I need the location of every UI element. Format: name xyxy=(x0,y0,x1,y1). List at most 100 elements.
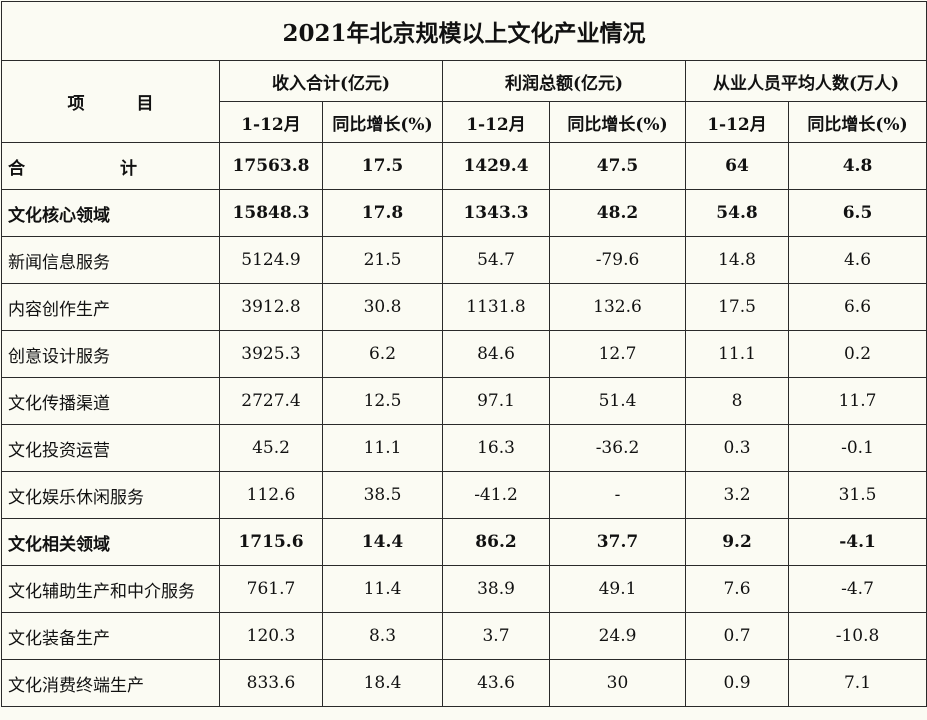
total-revenue: 17563.8 xyxy=(219,142,323,190)
cell-revenue: 112.6 xyxy=(219,471,323,519)
cell-profit: 43.6 xyxy=(442,659,550,707)
cell-revenue-growth: 11.1 xyxy=(322,424,443,472)
cell-revenue: 1715.6 xyxy=(219,518,323,566)
total-employees: 64 xyxy=(685,142,789,190)
item-header-char-1: 项 xyxy=(67,94,85,114)
cell-revenue-growth: 17.8 xyxy=(322,189,443,237)
cell-employees-growth: 6.6 xyxy=(787,283,927,331)
cell-employees-growth: 31.5 xyxy=(787,471,927,519)
row-name: 文化投资运营 xyxy=(1,424,220,472)
row-name: 创意设计服务 xyxy=(1,330,220,378)
cell-revenue-growth: 6.2 xyxy=(322,330,443,378)
cell-employees: 3.2 xyxy=(685,471,789,519)
cell-profit-growth: -36.2 xyxy=(549,424,686,472)
cell-profit-growth: 30 xyxy=(549,659,686,707)
cell-revenue-growth: 11.4 xyxy=(322,565,443,613)
cell-revenue-growth: 38.5 xyxy=(322,471,443,519)
row-name: 文化传播渠道 xyxy=(1,377,220,425)
cell-revenue-growth: 12.5 xyxy=(322,377,443,425)
cell-employees-growth: -4.1 xyxy=(787,518,927,566)
cell-profit-growth: 132.6 xyxy=(549,283,686,331)
employees-group-header: 从业人员平均人数(万人) xyxy=(684,60,927,102)
cell-profit-growth: 48.2 xyxy=(549,189,686,237)
table-title: 2021年北京规模以上文化产业情况 xyxy=(0,1,927,61)
table-row: 文化娱乐休闲服务 112.6 38.5 -41.2-3.2 31.5 xyxy=(1,471,927,519)
cell-revenue: 2727.4 xyxy=(219,377,323,425)
cell-employees-growth: 11.7 xyxy=(787,377,927,425)
cell-revenue: 15848.3 xyxy=(219,189,323,237)
cell-employees-growth: -0.1 xyxy=(787,424,927,472)
table-row: 文化相关领域 1715.6 14.4 86.2 37.7 9.2 -4.1 xyxy=(1,518,927,566)
cell-employees-growth: -4.7 xyxy=(787,565,927,613)
row-name: 文化辅助生产和中介服务 xyxy=(1,565,220,613)
cell-profit-growth: - xyxy=(549,471,686,519)
table-row: 文化传播渠道 2727.4 12.5 97.1 51.4 8 11.7 xyxy=(1,377,927,425)
cell-revenue: 5124.9 xyxy=(219,236,323,284)
row-name: 内容创作生产 xyxy=(1,283,220,331)
cell-employees: 14.8 xyxy=(685,236,789,284)
cell-profit: -41.2 xyxy=(442,471,550,519)
cell-employees: 0.9 xyxy=(685,659,789,707)
table-row: 文化投资运营 45.2 11.1 16.3 -36.2 0.3 -0.1 xyxy=(1,424,927,472)
cell-employees-growth: 7.1 xyxy=(787,659,927,707)
cell-revenue: 3925.3 xyxy=(219,330,323,378)
total-name-char-2: 计 xyxy=(120,158,137,179)
cell-profit: 86.2 xyxy=(442,518,550,566)
cell-employees-growth: -10.8 xyxy=(787,612,927,660)
cell-profit: 1343.3 xyxy=(442,189,550,237)
cell-profit: 1131.8 xyxy=(442,283,550,331)
cell-employees: 0.7 xyxy=(685,612,789,660)
revenue-growth-header: 同比增长(%) xyxy=(322,101,443,143)
total-name-char-1: 合 xyxy=(8,158,25,179)
profit-growth-header: 同比增长(%) xyxy=(549,101,686,143)
cell-employees: 54.8 xyxy=(685,189,789,237)
revenue-group-header: 收入合计(亿元) xyxy=(219,60,443,102)
table-row: 创意设计服务 3925.3 6.2 84.6 12.7 11.1 0.2 xyxy=(1,330,927,378)
cell-profit: 97.1 xyxy=(442,377,550,425)
cell-profit: 3.7 xyxy=(442,612,550,660)
cell-employees-growth: 6.5 xyxy=(787,189,927,237)
cell-employees: 8 xyxy=(685,377,789,425)
row-name: 文化娱乐休闲服务 xyxy=(1,471,220,519)
row-name: 文化消费终端生产 xyxy=(1,659,220,707)
cell-profit: 16.3 xyxy=(442,424,550,472)
cell-profit-growth: -79.6 xyxy=(549,236,686,284)
total-row: 合 计 17563.8 17.5 1429.4 47.5 64 4.8 xyxy=(1,142,927,190)
item-header: 项目 xyxy=(1,60,220,143)
cell-employees: 17.5 xyxy=(685,283,789,331)
table-row: 文化核心领域 15848.3 17.8 1343.3 48.2 54.8 6.5 xyxy=(1,189,927,237)
table-row: 文化辅助生产和中介服务 761.7 11.4 38.9 49.1 7.6 -4.7 xyxy=(1,565,927,613)
cell-profit: 38.9 xyxy=(442,565,550,613)
profit-group-header: 利润总额(亿元) xyxy=(442,60,686,102)
cell-profit-growth: 12.7 xyxy=(549,330,686,378)
cell-revenue-growth: 18.4 xyxy=(322,659,443,707)
revenue-period-header: 1-12月 xyxy=(219,101,323,143)
row-name: 文化核心领域 xyxy=(1,189,220,237)
cell-revenue: 761.7 xyxy=(219,565,323,613)
cell-employees: 11.1 xyxy=(685,330,789,378)
cell-revenue-growth: 8.3 xyxy=(322,612,443,660)
cell-profit-growth: 49.1 xyxy=(549,565,686,613)
cell-employees-growth: 0.2 xyxy=(787,330,927,378)
cell-employees: 9.2 xyxy=(685,518,789,566)
row-name: 新闻信息服务 xyxy=(1,236,220,284)
employees-growth-header: 同比增长(%) xyxy=(787,101,927,143)
cell-revenue: 833.6 xyxy=(219,659,323,707)
cell-profit-growth: 51.4 xyxy=(549,377,686,425)
cell-revenue: 120.3 xyxy=(219,612,323,660)
cell-profit: 54.7 xyxy=(442,236,550,284)
total-employees-growth: 4.8 xyxy=(787,142,927,190)
cell-revenue: 45.2 xyxy=(219,424,323,472)
table-row: 文化装备生产 120.3 8.3 3.7 24.9 0.7 -10.8 xyxy=(1,612,927,660)
table-row: 内容创作生产 3912.8 30.8 1131.8 132.6 17.5 6.6 xyxy=(1,283,927,331)
cell-revenue-growth: 21.5 xyxy=(322,236,443,284)
row-name: 文化相关领域 xyxy=(1,518,220,566)
cell-revenue-growth: 30.8 xyxy=(322,283,443,331)
employees-period-header: 1-12月 xyxy=(685,101,789,143)
cell-revenue-growth: 14.4 xyxy=(322,518,443,566)
cell-profit-growth: 24.9 xyxy=(549,612,686,660)
row-name: 文化装备生产 xyxy=(1,612,220,660)
total-profit-growth: 47.5 xyxy=(549,142,686,190)
total-profit: 1429.4 xyxy=(442,142,550,190)
